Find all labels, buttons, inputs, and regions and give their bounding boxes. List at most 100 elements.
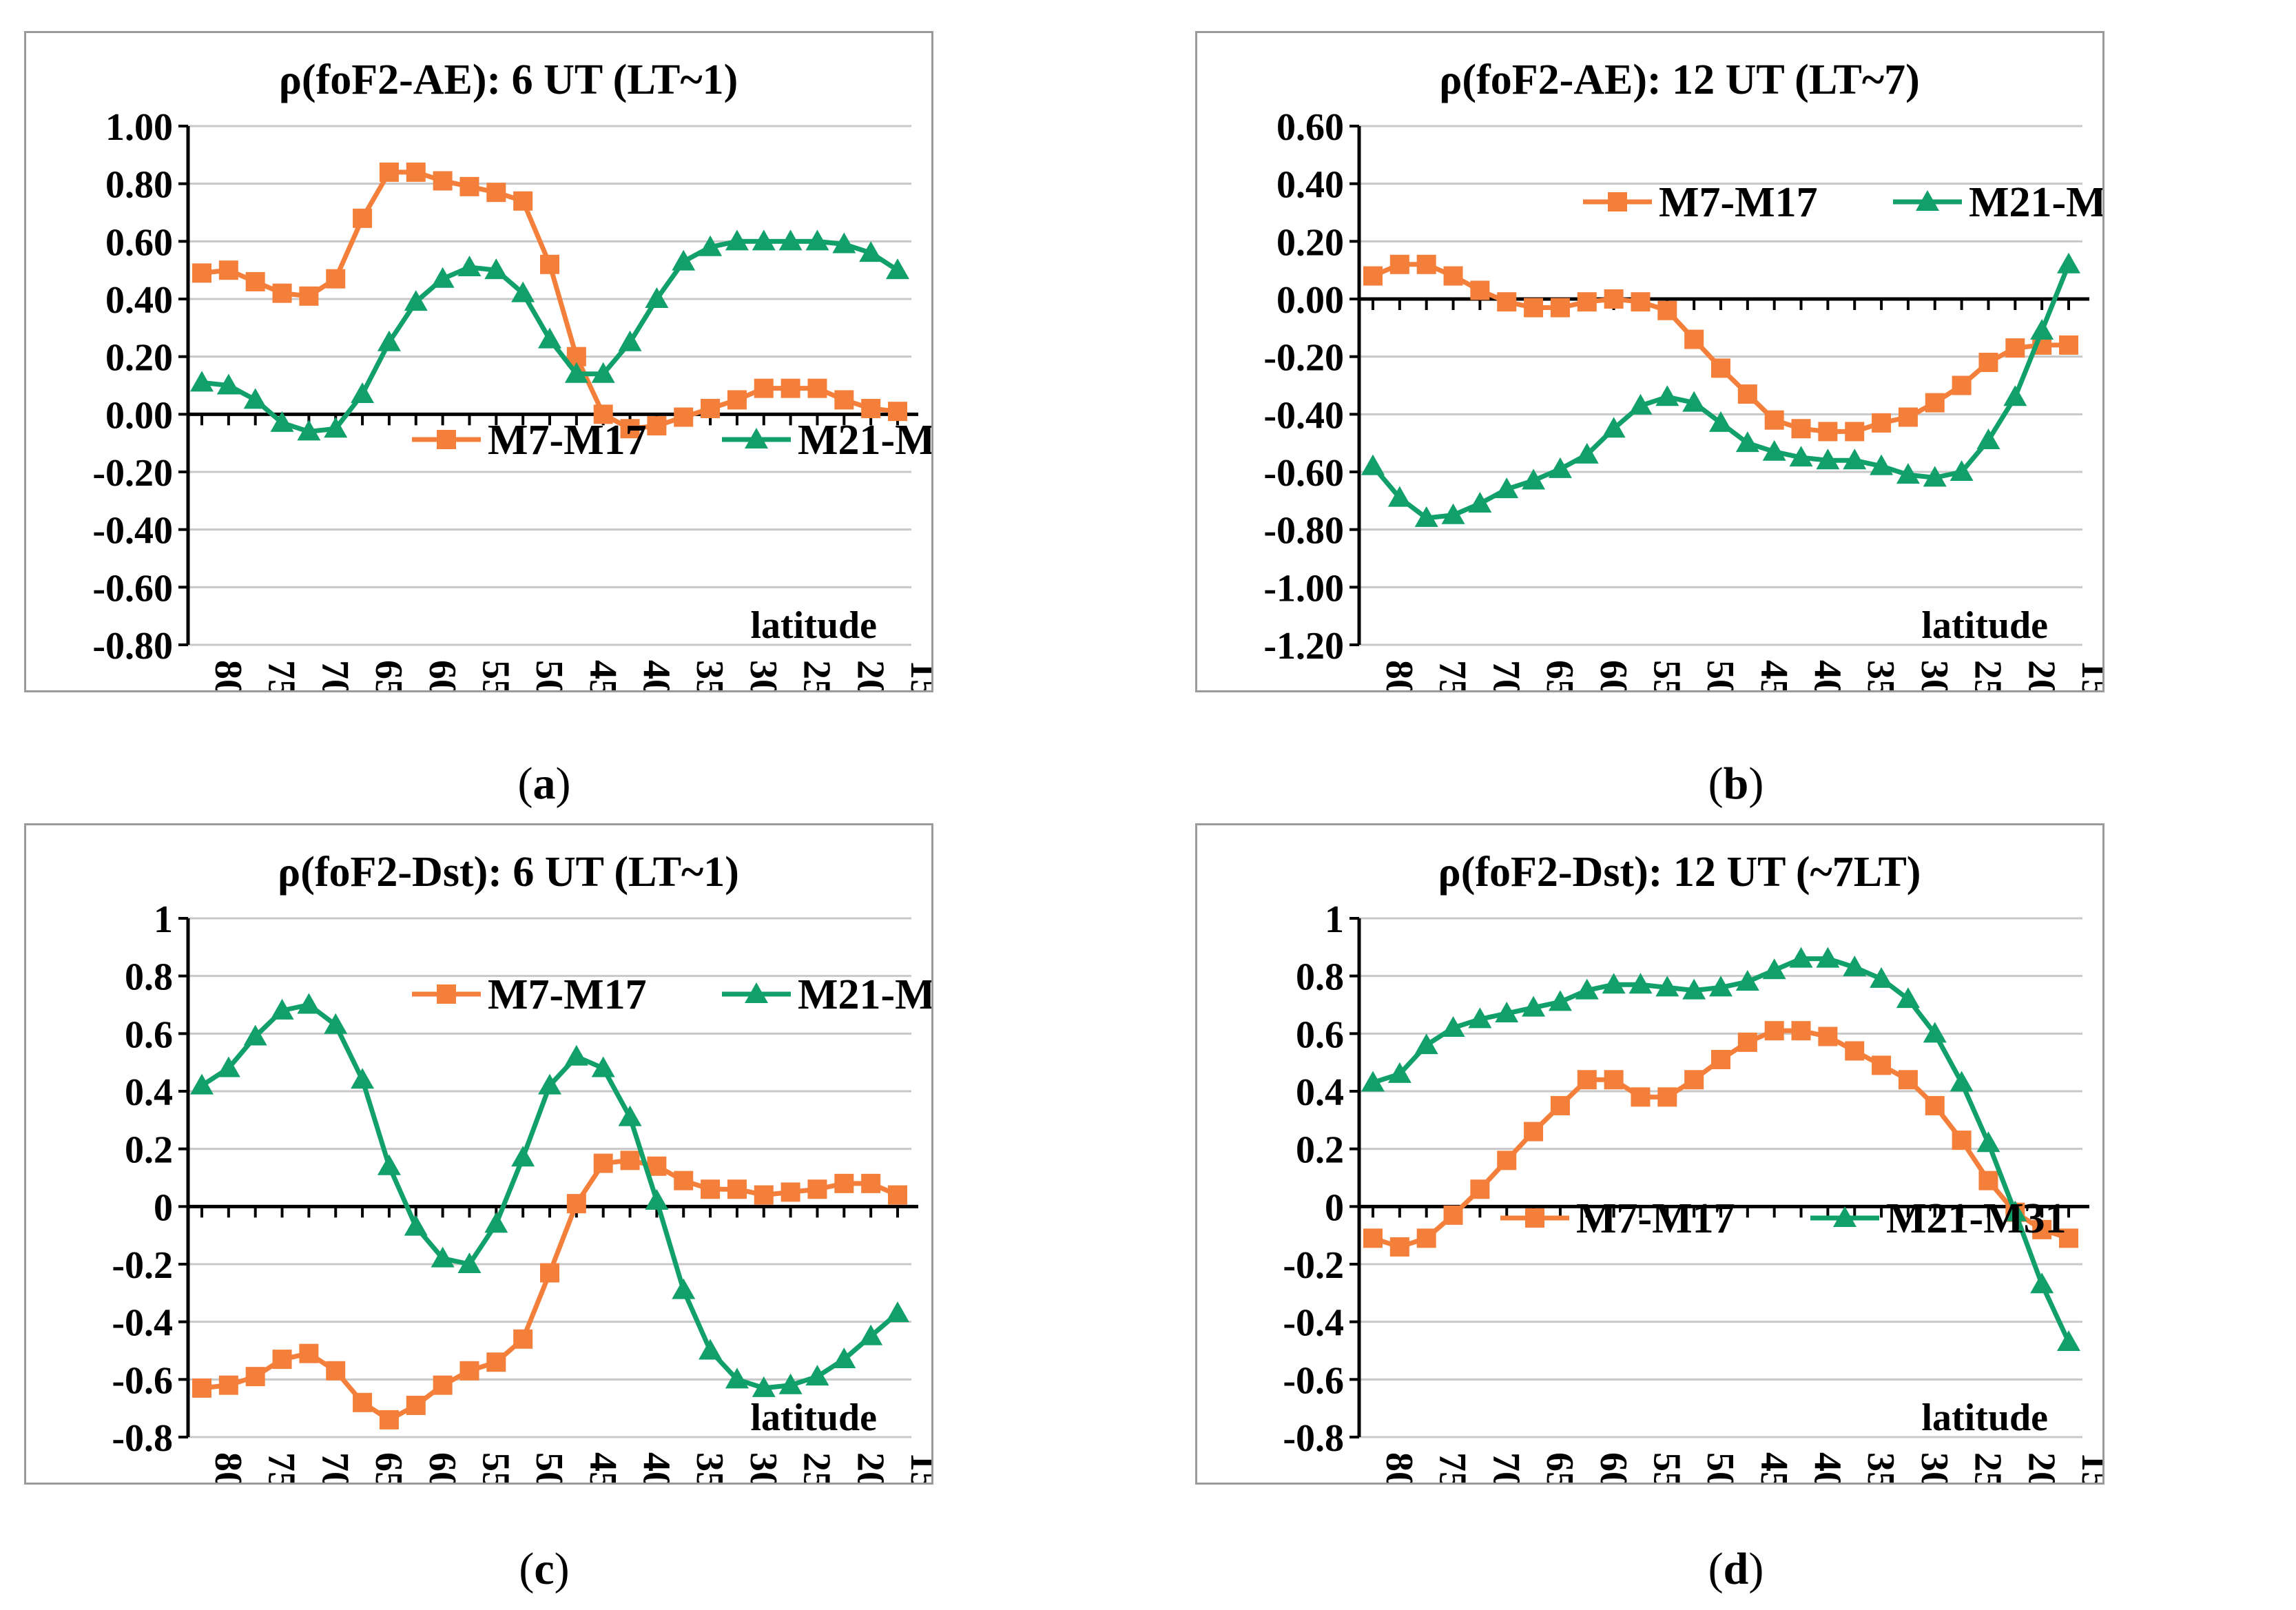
data-point-m7-m17 [834,1173,854,1193]
y-tick-label: -0.40 [1263,394,1344,437]
data-point-m21-m31 [1602,417,1626,438]
data-point-m21-m31 [1441,1015,1465,1037]
data-point-m21-m31 [1816,947,1840,968]
x-tick-label: 15 [902,660,931,690]
data-point-m21-m31 [618,330,642,351]
data-point-m7-m17 [1791,1021,1811,1041]
data-point-m7-m17 [834,390,854,410]
data-point-m7-m17 [647,1156,667,1176]
data-point-m21-m31 [725,229,749,251]
x-tick-label: 55 [474,1452,517,1483]
x-tick-label: 60 [1592,1452,1635,1483]
data-point-m21-m31 [1468,1007,1492,1029]
data-point-m21-m31 [1870,967,1894,988]
data-point-m21-m31 [1762,440,1786,461]
x-tick-label: 55 [474,660,517,690]
data-point-m21-m31 [1709,976,1733,997]
x-axis-label: latitude [750,604,877,647]
x-tick-label: 35 [1859,1452,1902,1483]
data-point-m7-m17 [540,254,559,274]
data-point-m7-m17 [272,1350,292,1370]
x-tick-label: 50 [528,1452,570,1483]
x-tick-label: 45 [581,1452,624,1483]
legend-marker [1916,190,1939,211]
y-tick-label: 0.60 [105,221,173,264]
x-tick-label: 65 [1538,660,1581,690]
data-point-m21-m31 [2030,1272,2054,1294]
data-point-m7-m17 [1389,254,1409,274]
data-point-m7-m17 [1952,1131,1972,1150]
data-point-m7-m17 [1845,422,1865,442]
data-point-m7-m17 [379,1410,399,1430]
data-point-m21-m31 [484,258,508,280]
data-point-m21-m31 [431,1246,455,1268]
chart-panel-d: ρ(foF2-Dst): 12 UT (~7LT) 1 0.8 0.6 0.4 0.2 0 -… [1195,823,2104,1485]
data-point-m7-m17 [1577,1070,1597,1090]
data-point-m7-m17 [1550,1095,1570,1115]
data-point-m7-m17 [1577,292,1597,312]
data-point-m21-m31 [1602,973,1626,994]
data-point-m7-m17 [701,398,721,418]
y-tick-label: 0 [1325,1186,1344,1229]
data-point-m21-m31 [618,1105,642,1126]
legend-label-m7-m17: M7-M17 [1659,179,1818,226]
x-tick-label: 60 [1592,660,1635,690]
y-tick-label: -0.8 [1283,1417,1344,1460]
data-point-m7-m17 [1657,1087,1677,1107]
data-point-m21-m31 [1949,1071,1974,1092]
data-point-m21-m31 [511,281,535,302]
data-point-m7-m17 [1684,329,1704,349]
data-point-m21-m31 [1628,393,1653,415]
y-tick-label: -0.2 [1283,1244,1344,1287]
chart-c: ρ(foF2-Dst): 6 UT (LT~1) 1 0.8 0.6 0.4 0.2 0 -0… [112,849,931,1483]
data-point-m7-m17 [1524,1122,1544,1142]
data-point-m7-m17 [620,1150,640,1170]
x-tick-label: 50 [528,660,570,690]
caption-c-letter: c [534,1544,555,1594]
data-point-m7-m17 [1657,300,1677,320]
y-tick-label: -0.4 [1283,1302,1344,1345]
x-tick-label: 35 [1859,660,1902,690]
data-point-m21-m31 [591,362,615,383]
data-point-m7-m17 [218,1375,238,1395]
data-point-m21-m31 [404,290,428,311]
y-tick-label: -0.2 [112,1244,173,1287]
legend-label-m21-m31: M21-M31 [1969,179,2102,226]
data-point-m21-m31 [752,1376,776,1397]
data-point-m7-m17 [299,286,319,306]
y-tick-label: 0.20 [1276,221,1344,264]
y-tick-label: -1.20 [1263,625,1344,668]
caption-b: (b) [1708,758,1764,809]
x-tick-label: 25 [1967,1452,2009,1483]
data-point-m21-m31 [1495,1002,1519,1023]
data-point-m21-m31 [564,1044,588,1066]
x-tick-label: 80 [207,660,249,690]
data-point-m21-m31 [591,1056,615,1077]
data-point-m7-m17 [727,1179,747,1199]
data-point-m7-m17 [1416,1228,1436,1248]
x-tick-label: 30 [1913,1452,1956,1483]
data-point-m7-m17 [1389,1237,1409,1257]
x-tick-label: 70 [1485,660,1527,690]
legend-label-m21-m31: M21-M31 [798,971,931,1018]
data-point-m7-m17 [754,378,774,398]
x-tick-label: 25 [1967,660,2009,690]
data-point-m21-m31 [1575,442,1599,464]
data-point-m7-m17 [647,416,667,436]
x-tick-label: 60 [421,1452,464,1483]
data-point-m7-m17 [540,1263,559,1283]
data-point-m21-m31 [297,993,321,1014]
data-point-m7-m17 [459,176,479,196]
legend-marker [745,428,768,448]
legend-label-m21-m31: M21-M31 [1886,1195,2067,1242]
data-point-m21-m31 [243,1024,267,1046]
data-point-m21-m31 [564,362,588,383]
data-point-m21-m31 [886,1301,909,1323]
data-point-m21-m31 [1387,486,1411,507]
data-point-m21-m31 [832,1348,856,1369]
data-point-m21-m31 [1522,995,1546,1017]
data-point-m21-m31 [1896,463,1920,484]
x-tick-label: 35 [688,660,731,690]
data-point-m7-m17 [1952,375,1972,395]
data-point-m7-m17 [1443,266,1463,286]
